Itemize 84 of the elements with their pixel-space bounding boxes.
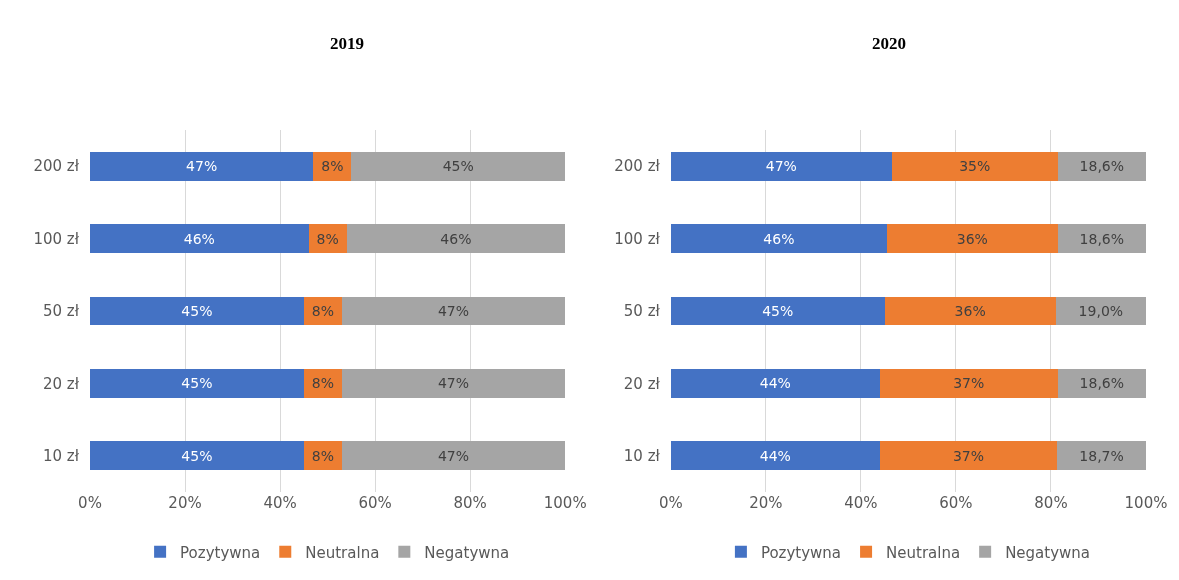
bar [879, 441, 1058, 471]
x-tick-label: 100% [543, 494, 587, 512]
data-label: 8% [311, 447, 334, 464]
data-label: 8% [311, 303, 334, 319]
data-label: 47% [437, 375, 470, 392]
data-label: 46% [763, 230, 795, 247]
data-label: 47% [437, 447, 470, 464]
data-label: 45% [442, 158, 474, 175]
x-tick-label: 40% [263, 494, 297, 512]
data-label: 19,0% [1078, 303, 1124, 319]
bar [341, 368, 566, 398]
bar [1057, 224, 1146, 254]
x-tick-label: 0% [658, 494, 683, 512]
x-tick-label: 100% [1124, 494, 1168, 512]
bar [670, 296, 885, 326]
data-label: 44% [759, 447, 791, 464]
y-tick-label: 10 zł [43, 447, 80, 466]
legend-label: Pozytywna [180, 543, 261, 562]
x-tick-label: 20% [168, 494, 202, 512]
bar [670, 224, 888, 254]
legend-label: Neutralna [305, 543, 380, 562]
bar [341, 441, 566, 471]
data-label: 35% [959, 158, 991, 175]
bar [1057, 368, 1146, 398]
data-label: 18,6% [1079, 158, 1125, 175]
y-tick-label: 50 zł [43, 302, 80, 321]
x-tick-label: 80% [1034, 494, 1068, 512]
data-label: 46% [183, 230, 215, 247]
legend-label: Negatywna [424, 543, 510, 562]
bar [670, 151, 892, 181]
data-label: 47% [186, 158, 218, 175]
data-label: 45% [181, 375, 213, 392]
bar [1057, 151, 1146, 181]
data-label: 44% [759, 375, 791, 392]
x-tick-label: 60% [939, 494, 973, 512]
y-tick-label: 100 zł [614, 229, 661, 248]
chart-title: 2020 [872, 34, 906, 53]
bar [90, 368, 304, 398]
bar [90, 151, 314, 181]
data-label: 18,6% [1079, 375, 1125, 392]
x-tick-label: 80% [453, 494, 487, 512]
data-label: 18,7% [1079, 447, 1124, 464]
data-label: 36% [956, 230, 988, 247]
legend-label: Pozytywna [760, 543, 842, 562]
bar [670, 368, 880, 398]
y-tick-label: 100 zł [33, 229, 80, 248]
data-label: 18,6% [1079, 230, 1125, 247]
y-tick-label: 200 zł [33, 157, 80, 176]
data-label: 46% [440, 230, 472, 247]
data-label: 37% [953, 375, 985, 392]
bar [1057, 441, 1146, 471]
bar [90, 296, 304, 326]
legend-label: Negatywna [1005, 543, 1091, 562]
data-label: 45% [762, 303, 794, 319]
y-tick-label: 10 zł [623, 447, 661, 466]
bar [346, 224, 566, 254]
bar [891, 151, 1058, 181]
bar [90, 441, 304, 471]
legend-label: Neutralna [886, 543, 961, 562]
y-tick-label: 20 zł [623, 374, 661, 393]
data-label: 45% [181, 447, 213, 464]
y-tick-label: 20 zł [43, 374, 80, 393]
data-label: 45% [181, 303, 213, 319]
x-tick-label: 0% [78, 494, 102, 512]
data-label: 8% [311, 375, 334, 392]
data-label: 8% [321, 158, 344, 175]
x-tick-label: 20% [749, 494, 783, 512]
x-tick-label: 40% [844, 494, 878, 512]
bar [341, 296, 566, 326]
bar [670, 441, 880, 471]
data-label: 47% [765, 158, 797, 175]
y-tick-label: 200 zł [614, 157, 661, 176]
bar [90, 224, 309, 254]
data-label: 37% [952, 447, 985, 464]
bar [884, 296, 1056, 326]
bar [351, 151, 566, 181]
chart-title: 2019 [330, 34, 364, 53]
bar [887, 224, 1058, 254]
y-tick-label: 50 zł [623, 302, 661, 321]
x-tick-label: 60% [358, 494, 392, 512]
data-label: 47% [437, 303, 470, 319]
data-label: 36% [954, 303, 986, 319]
data-label: 8% [316, 230, 339, 247]
bar [879, 368, 1058, 398]
